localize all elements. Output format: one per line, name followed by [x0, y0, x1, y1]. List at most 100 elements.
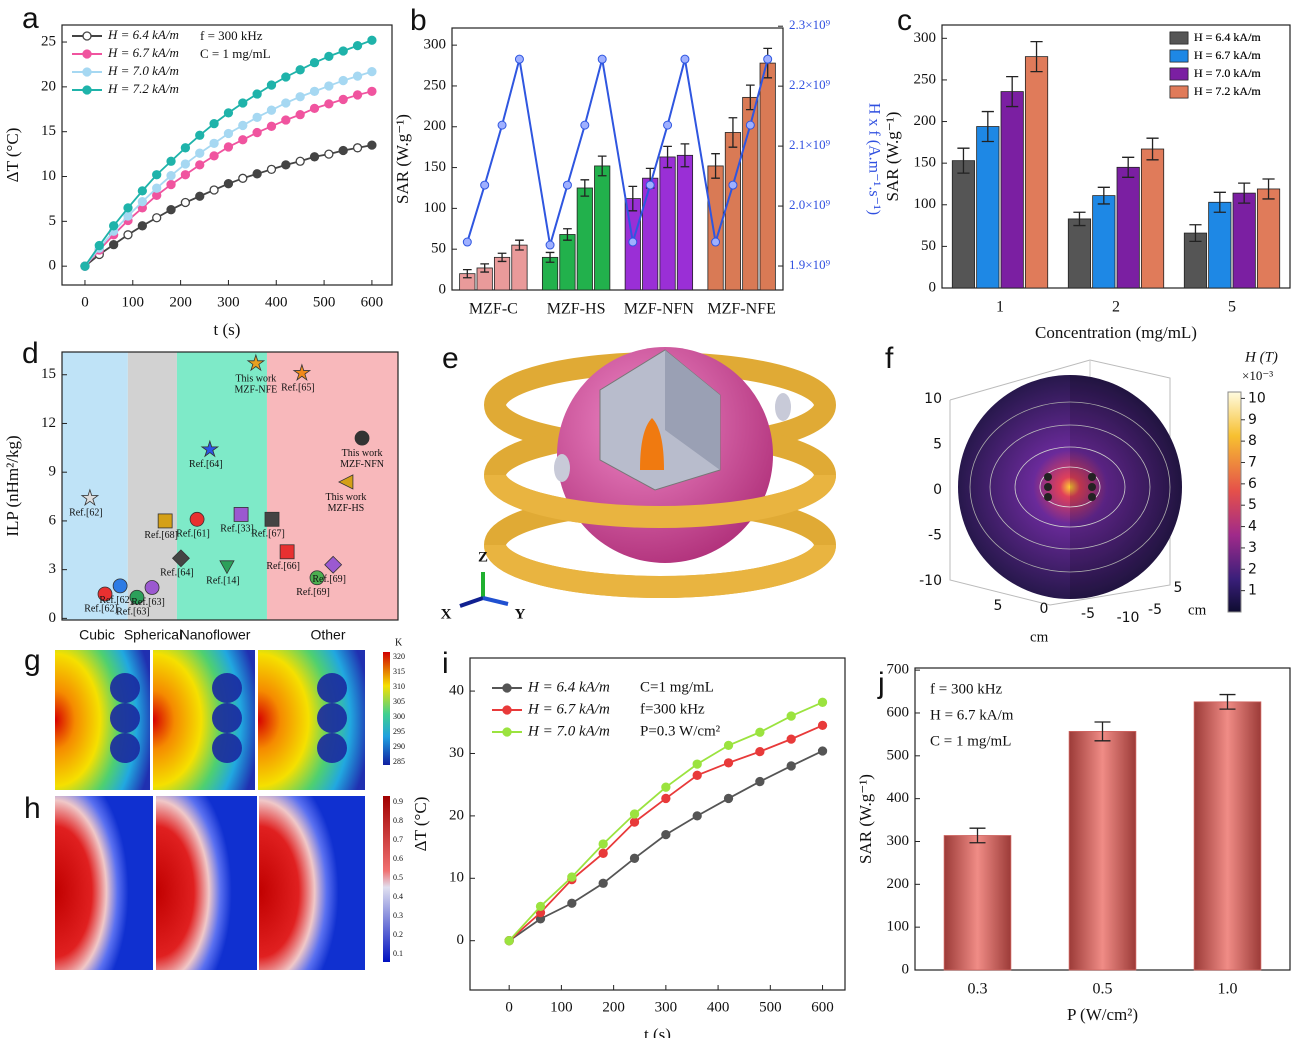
data-point	[339, 47, 347, 55]
data-point	[599, 849, 607, 857]
bar	[642, 178, 657, 290]
point-label: Ref.[61]	[176, 529, 210, 540]
colorbar-label: 2	[1248, 561, 1257, 577]
y-tick-label: 20	[41, 78, 56, 94]
y-tick-label: 200	[424, 118, 447, 134]
y-tick-label: 12	[41, 415, 56, 431]
x-tick-label: 600	[811, 999, 834, 1015]
bar	[977, 127, 999, 288]
data-point	[124, 231, 132, 239]
bar	[560, 234, 575, 290]
data-point	[210, 152, 218, 160]
x-tick-label: MZF-NFE	[707, 301, 775, 318]
chart: 050100150200250300SAR (W.g⁻¹)Concentrati…	[883, 25, 1290, 342]
data-point	[153, 171, 161, 179]
data-point	[664, 121, 672, 129]
legend-label: H = 7.0 kA/m	[107, 63, 179, 78]
data-point	[498, 121, 506, 129]
data-point	[325, 100, 333, 108]
legend-label: H = 7.0 kA/m	[1194, 66, 1261, 80]
data-point	[787, 735, 795, 743]
y-tick-label: 600	[887, 704, 910, 720]
point-label: Ref.[33]	[220, 524, 254, 535]
scatter-point	[265, 512, 279, 526]
data-point	[505, 937, 513, 945]
panel-label: i	[442, 647, 449, 680]
bar	[1001, 92, 1023, 288]
y-tick-label: 100	[887, 919, 910, 935]
data-point	[354, 42, 362, 50]
data-point	[311, 104, 319, 112]
bar	[660, 157, 675, 290]
data-point	[568, 873, 576, 881]
data-point	[481, 181, 489, 189]
data-point	[296, 93, 304, 101]
scatter-point	[280, 545, 294, 559]
colorbar-label: 0.3	[393, 911, 403, 920]
bar	[1233, 193, 1255, 288]
data-point	[124, 204, 132, 212]
point-label: Ref.[63]	[116, 607, 150, 618]
y-axis-label: ILP (nHm²/kg)	[3, 435, 22, 536]
data-point	[339, 95, 347, 103]
colorbar-label: 0.1	[393, 949, 403, 958]
data-point	[819, 698, 827, 706]
data-point	[196, 131, 204, 139]
column-header: Nanoflower	[180, 627, 251, 643]
point-label: Ref.[63]	[131, 597, 165, 608]
data-point	[756, 728, 764, 736]
y-tick-label: 300	[887, 833, 910, 849]
legend-swatch	[1170, 86, 1188, 98]
z-tick-label: -10	[919, 573, 942, 589]
axis-label: X	[441, 606, 452, 622]
colorbar-label: 320	[393, 652, 405, 661]
legend-label: H = 7.2 kA/m	[1194, 84, 1261, 98]
x-tick-label: MZF-NFN	[624, 301, 695, 318]
y-tick-label: 300	[914, 30, 937, 46]
legend-label: H = 6.4 kA/m	[107, 27, 179, 42]
bar	[708, 166, 723, 290]
data-point	[693, 812, 701, 820]
y-tick-label: 6	[49, 512, 57, 528]
data-point	[282, 161, 290, 169]
x-tick-label: 400	[707, 999, 730, 1015]
x-tick-label: 0.5	[1093, 981, 1113, 998]
colorbar-label: 285	[393, 757, 405, 766]
data-point	[598, 55, 606, 63]
data-point	[167, 181, 175, 189]
data-point	[196, 161, 204, 169]
y2-axis-label: H x f (A.m⁻¹.s⁻¹)	[865, 103, 882, 215]
y-tick-label: 150	[914, 155, 937, 171]
y-tick-label: 300	[424, 37, 447, 53]
data-point	[819, 721, 827, 729]
y2-tick-label: 1.9×10⁹	[789, 257, 831, 272]
point-label: Ref.[68]	[144, 530, 178, 541]
data-point	[124, 212, 132, 220]
data-point	[253, 129, 261, 137]
y-tick-label: -5	[1148, 602, 1162, 618]
panel-label: f	[885, 342, 894, 375]
z-tick-label: -5	[928, 528, 942, 544]
y-tick-label: 9	[49, 464, 57, 480]
data-point	[224, 129, 232, 137]
colorbar-label: 7	[1248, 454, 1257, 470]
annotation: f = 300 kHz	[200, 28, 263, 43]
y-tick-label: 5	[1174, 580, 1183, 596]
y-tick-label: 30	[449, 745, 464, 761]
point-label: Ref.[62]	[69, 507, 103, 518]
series-line	[509, 751, 822, 941]
colorbar-label: 6	[1248, 476, 1257, 492]
point-label: Ref.[64]	[189, 459, 223, 470]
data-point	[224, 109, 232, 117]
y2-tick-label: 2.1×10⁹	[789, 137, 831, 152]
y-axis-label: SAR (W.g⁻¹)	[856, 774, 875, 864]
data-point	[725, 741, 733, 749]
data-point	[210, 139, 218, 147]
region	[128, 352, 177, 620]
x-axis-label: t (s)	[644, 1025, 671, 1038]
x-tick-label: 0	[505, 999, 513, 1015]
data-point	[167, 206, 175, 214]
heatmaps: K	[55, 637, 403, 970]
panel-label: g	[24, 644, 41, 677]
annotation: C = 1 mg/mL	[930, 733, 1011, 749]
